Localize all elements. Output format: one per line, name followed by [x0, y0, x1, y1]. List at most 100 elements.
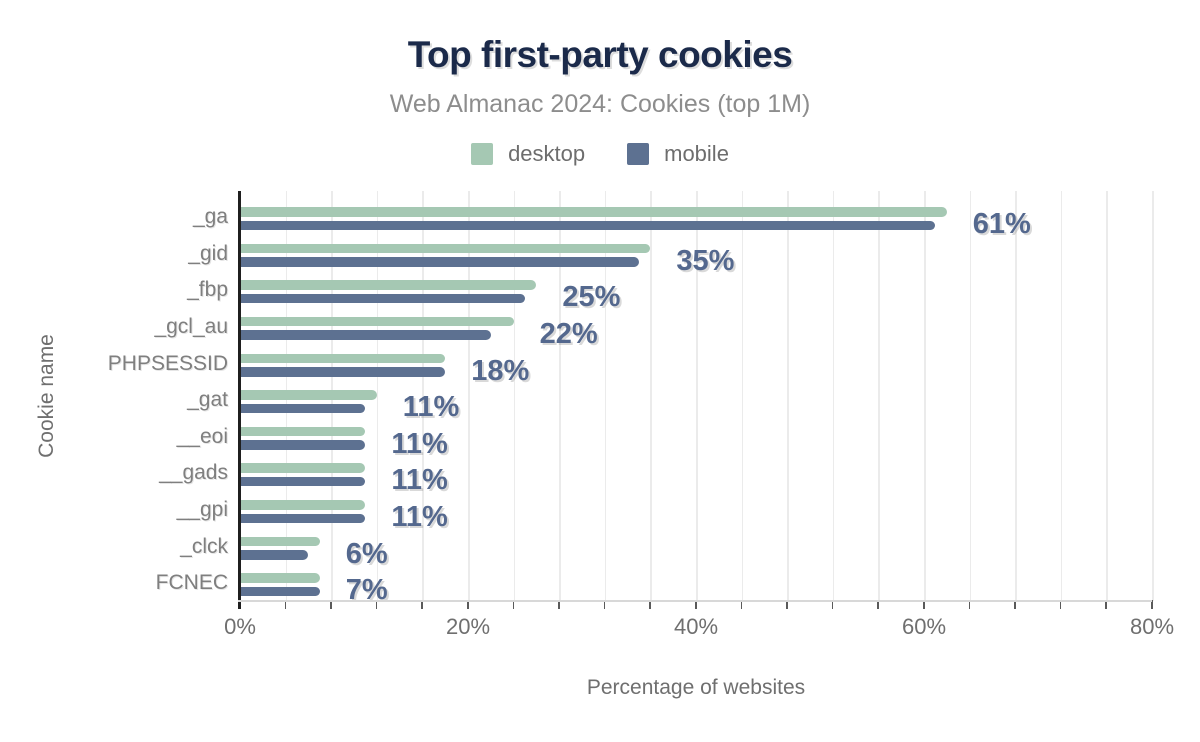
bar-desktop-__eoi	[240, 426, 366, 437]
category-label-_clck: _clck	[180, 534, 228, 558]
gridline-44	[741, 191, 744, 601]
y-axis-line	[238, 191, 241, 609]
legend-swatch-mobile-icon	[627, 143, 650, 165]
gridline-16	[422, 191, 424, 601]
legend-label-desktop: desktop	[508, 141, 586, 166]
x-axis-tick-76	[1105, 600, 1107, 609]
gridline-48	[787, 191, 789, 601]
x-axis-tick-44	[740, 600, 743, 609]
category-label-__eoi: __eoi	[176, 424, 228, 448]
gridline-56	[878, 191, 880, 601]
gridline-52	[832, 191, 835, 601]
x-tick-label-20%: 20%	[445, 614, 491, 639]
x-axis-tick-12	[375, 600, 378, 609]
bar-mobile-__gpi	[240, 513, 366, 524]
value-label-PHPSESSID: 18%	[471, 354, 530, 387]
category-label-_gcl_au: _gcl_au	[154, 314, 228, 338]
category-label-FCNEC: FCNEC	[155, 571, 228, 595]
value-label-_gat: 11%	[402, 391, 460, 424]
gridline-76	[1106, 191, 1108, 601]
x-axis-tick-8	[330, 600, 332, 609]
x-axis-tick-60	[923, 600, 925, 609]
x-axis-tick-4	[284, 600, 287, 609]
x-axis-tick-28	[558, 600, 560, 609]
gridline-12	[376, 191, 379, 601]
x-axis-tick-68	[1014, 600, 1016, 609]
x-axis-tick-72	[1059, 600, 1062, 609]
x-axis-tick-80	[1151, 600, 1153, 609]
legend-swatch-desktop-icon	[471, 143, 494, 165]
bar-mobile-_fbp	[240, 293, 525, 304]
legend-item-desktop: desktop	[471, 141, 585, 167]
category-label-_gid: _gid	[188, 241, 228, 265]
x-tick-label-0%: 0%	[224, 614, 256, 639]
value-label-__eoi: 11%	[391, 427, 448, 460]
chart-subtitle: Web Almanac 2024: Cookies (top 1M)	[389, 90, 811, 118]
bar-desktop-_ga	[240, 207, 947, 217]
value-label-FCNEC: 7%	[345, 574, 388, 607]
x-axis-tick-32	[603, 600, 606, 609]
bar-mobile-_clck	[240, 550, 309, 560]
x-axis-tick-52	[831, 600, 834, 609]
bar-mobile-FCNEC	[240, 586, 320, 597]
category-label-_ga: _ga	[192, 205, 228, 228]
value-label-_clck: 6%	[345, 537, 388, 570]
x-axis-baseline	[238, 600, 1152, 602]
bar-mobile-_ga	[240, 220, 936, 230]
bar-mobile-_gcl_au	[240, 330, 491, 340]
bar-mobile-PHPSESSID	[240, 367, 446, 377]
value-label-_gcl_au: 22%	[539, 317, 598, 350]
bar-desktop-_gcl_au	[240, 316, 514, 327]
gridline-72	[1060, 191, 1063, 601]
gridline-40	[696, 191, 698, 601]
value-label-_fbp: 25%	[562, 281, 621, 314]
category-label-PHPSESSID: PHPSESSID	[107, 351, 228, 375]
x-tick-label-40%: 40%	[673, 614, 719, 639]
bar-desktop-_gat	[240, 390, 377, 400]
value-label-_ga: 61%	[972, 208, 1031, 240]
x-axis-tick-36	[649, 600, 651, 609]
value-label-__gpi: 11%	[391, 501, 448, 534]
x-axis-tick-20	[467, 600, 469, 609]
bar-desktop-_gid	[240, 243, 651, 254]
x-axis-title: Percentage of websites	[586, 676, 806, 699]
bar-desktop-__gpi	[240, 500, 366, 510]
gridline-20	[468, 191, 470, 601]
x-tick-label-60%: 60%	[901, 614, 947, 639]
bar-desktop-FCNEC	[240, 573, 320, 583]
gridline-80	[1152, 191, 1154, 601]
gridline-64	[969, 191, 972, 601]
category-label-__gads: __gads	[159, 461, 228, 485]
bar-desktop-_clck	[240, 536, 320, 547]
x-axis-tick-48	[786, 600, 788, 609]
value-label-__gads: 11%	[391, 464, 448, 497]
category-label-_fbp: _fbp	[187, 278, 228, 302]
x-axis-tick-64	[968, 600, 971, 609]
bar-mobile-_gid	[240, 257, 639, 267]
gridline-24	[513, 191, 516, 601]
chart-title: Top first-party cookies	[407, 34, 793, 75]
bar-desktop-__gads	[240, 463, 366, 473]
bar-mobile-__gads	[240, 476, 366, 487]
gridline-36	[650, 191, 652, 601]
bar-desktop-PHPSESSID	[240, 353, 446, 364]
gridline-68	[1015, 191, 1017, 601]
x-axis-tick-24	[512, 600, 515, 609]
x-tick-label-80%: 80%	[1129, 614, 1175, 639]
bar-mobile-__eoi	[240, 440, 366, 450]
x-axis-tick-16	[421, 600, 423, 609]
x-axis-tick-56	[877, 600, 879, 609]
gridline-32	[604, 191, 607, 601]
y-axis-title: Cookie name	[35, 334, 58, 458]
legend-item-mobile: mobile	[627, 141, 729, 167]
gridline-60	[924, 191, 926, 601]
category-label-__gpi: __gpi	[176, 498, 228, 522]
value-label-_gid: 35%	[676, 244, 735, 277]
legend-label-mobile: mobile	[664, 141, 729, 166]
category-label-_gat: _gat	[187, 388, 228, 412]
bar-mobile-_gat	[240, 403, 366, 414]
legend: desktop mobile	[0, 141, 1200, 167]
gridline-28	[559, 191, 561, 601]
bar-desktop-_fbp	[240, 280, 537, 290]
